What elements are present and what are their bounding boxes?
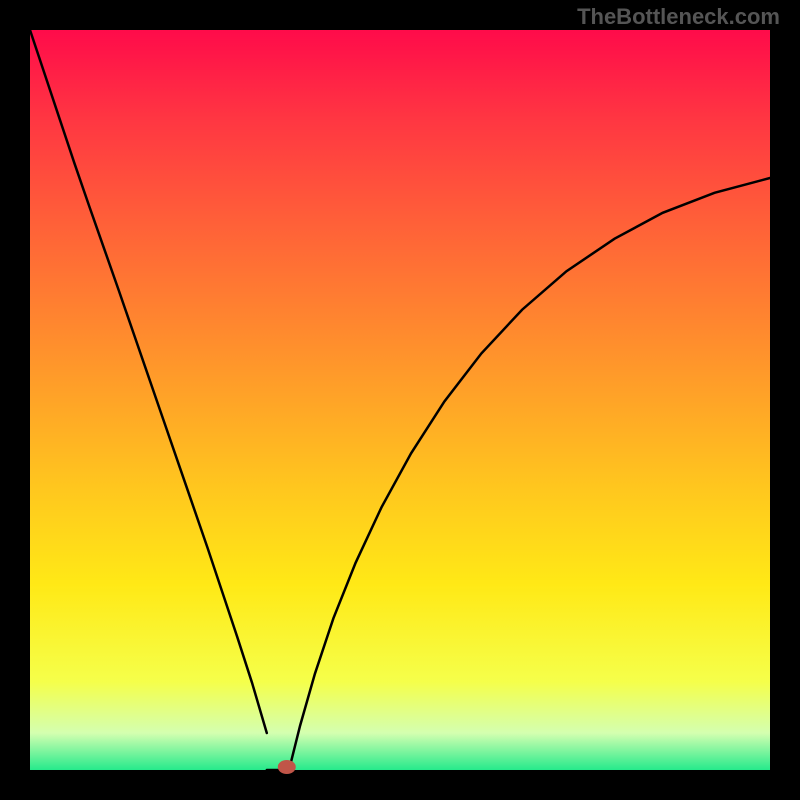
- watermark-text: TheBottleneck.com: [577, 4, 780, 30]
- optimal-point-dot: [278, 760, 296, 774]
- curve-right-branch: [289, 178, 770, 770]
- curve-left-branch: [30, 30, 267, 733]
- curve-overlay: [0, 0, 800, 800]
- chart-frame: TheBottleneck.com: [0, 0, 800, 800]
